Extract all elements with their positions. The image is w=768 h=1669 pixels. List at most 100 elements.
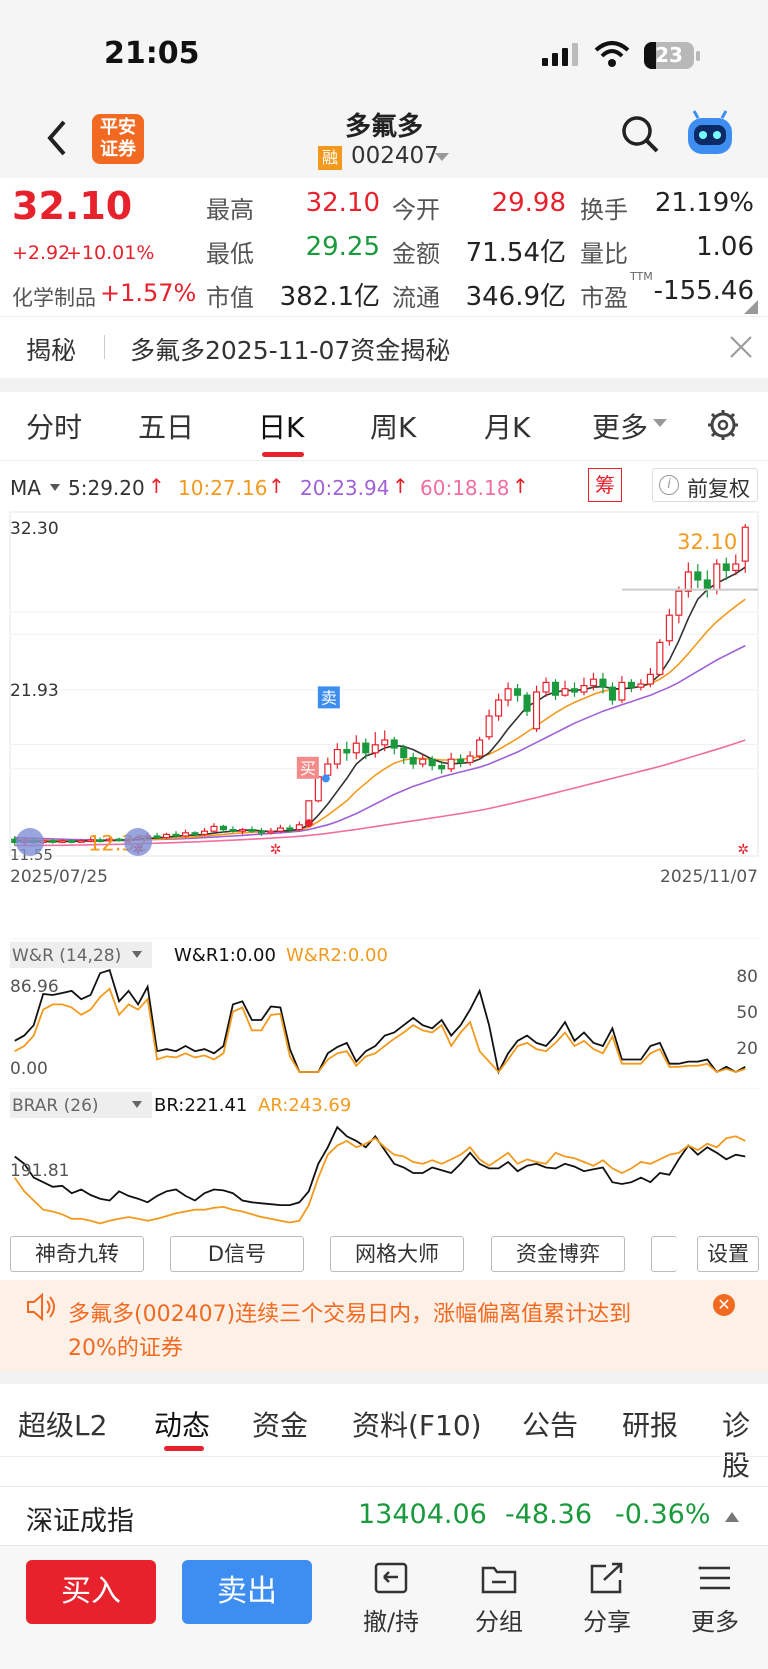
- candle-body: [703, 579, 711, 591]
- tab-f10[interactable]: 资料(F10): [352, 1409, 482, 1442]
- candle-body: [589, 678, 598, 687]
- buy-button[interactable]: 买入: [26, 1560, 156, 1624]
- tab-diagnosis[interactable]: 诊股: [722, 1409, 751, 1482]
- index-change-pct: -0.36%: [615, 1499, 711, 1530]
- x-tick-label: 2025/07/25: [10, 867, 108, 887]
- candle-body: [476, 739, 484, 757]
- price-change: +2.92: [12, 242, 71, 264]
- index-ticker-bar[interactable]: 深证成指 13404.06 -48.36 -0.36%: [0, 1486, 768, 1546]
- toolbar-cancel-hold[interactable]: 撤/持: [356, 1560, 426, 1637]
- last-price: 32.10: [12, 184, 133, 228]
- indicator-button-partial[interactable]: [651, 1236, 677, 1272]
- back-arrow-icon[interactable]: [44, 118, 70, 158]
- ma20-up-arrow-icon: ↑: [392, 474, 409, 498]
- float-label: 流通: [392, 284, 440, 312]
- buy-marker: [296, 756, 319, 779]
- expand-up-icon[interactable]: [724, 1511, 740, 1523]
- alert-close-icon[interactable]: ✕: [713, 1294, 735, 1316]
- indicator-settings-button[interactable]: 设置: [697, 1236, 759, 1272]
- candle-body: [523, 694, 531, 712]
- tab-daily-k[interactable]: 日K: [258, 411, 305, 444]
- toolbar-cancel-hold-label: 撤/持: [362, 1608, 420, 1636]
- candle-body: [219, 825, 228, 831]
- adjust-button[interactable]: i 前复权: [652, 468, 758, 502]
- y-tick-right: 80: [736, 967, 758, 987]
- stock-code[interactable]: 002407: [351, 143, 439, 169]
- wr-indicator-chart[interactable]: W&R (14,28) W&R1:0.00 W&R2:0.00 86.96 0.00 80…: [0, 938, 768, 1078]
- dropdown-caret-icon[interactable]: [434, 152, 450, 162]
- candle-body: [68, 840, 76, 843]
- tab-more[interactable]: 更多: [592, 411, 649, 444]
- ma5-up-arrow-icon: ↑: [148, 474, 165, 498]
- candle-body: [87, 839, 95, 843]
- mktcap-label: 市值: [206, 284, 254, 312]
- signal-dot: [321, 774, 330, 783]
- candle-body: [732, 563, 740, 572]
- candle-body: [191, 832, 199, 835]
- ma-legend: MA 5:29.20 ↑ 10:27.16 ↑ 20:23.94 ↑ 60:18…: [0, 466, 768, 510]
- more-caret-icon[interactable]: [652, 418, 668, 428]
- candle-body: [295, 824, 303, 831]
- capital-game-button[interactable]: 资金博弈: [491, 1236, 625, 1272]
- candle-body: [675, 590, 683, 616]
- sector-change[interactable]: +1.57%: [100, 279, 197, 307]
- toolbar-more[interactable]: 更多: [680, 1560, 750, 1637]
- candle-body: [618, 681, 626, 701]
- toolbar-group[interactable]: 分组: [464, 1560, 534, 1637]
- gear-icon[interactable]: [706, 408, 740, 442]
- last-price-label: 32.10: [677, 530, 737, 554]
- ma10-up-arrow-icon: ↑: [268, 474, 285, 498]
- candle-body: [485, 715, 493, 738]
- news-tab-indicator: [164, 1446, 204, 1451]
- quote-panel: 32.10 +2.92 +10.01% 化学制品 +1.57% 最高 32.10…: [0, 178, 768, 316]
- d-signal-button[interactable]: D信号: [170, 1236, 304, 1272]
- ma5-line: [14, 566, 746, 843]
- nine-turn-button[interactable]: 神奇九转: [10, 1236, 144, 1272]
- indicator-value-br: BR:221.41: [154, 1095, 247, 1116]
- tab-weekly-k[interactable]: 周K: [370, 411, 417, 444]
- series-line-wr2: [14, 987, 746, 1074]
- indicator-name: W&R (14,28): [12, 946, 121, 966]
- grid-master-button[interactable]: 网格大师: [330, 1236, 464, 1272]
- candle-body: [495, 699, 503, 717]
- expand-corner-icon[interactable]: [744, 300, 758, 314]
- search-icon[interactable]: [620, 114, 660, 154]
- tab-announcements[interactable]: 公告: [522, 1409, 579, 1442]
- high-value: 32.10: [305, 188, 380, 218]
- candle-body: [457, 758, 465, 763]
- ma-name[interactable]: MA: [10, 476, 41, 500]
- tab-news[interactable]: 动态: [154, 1409, 211, 1442]
- robot-assistant-icon[interactable]: [684, 110, 736, 158]
- signal-icon: [542, 43, 578, 66]
- indicator-name: BRAR (26): [12, 1096, 99, 1116]
- sell-button[interactable]: 卖出: [182, 1560, 312, 1624]
- ma20-value: 20:23.94: [300, 476, 390, 500]
- capital-reveal-banner[interactable]: 揭秘 多氟多2025-11-07资金揭秘: [0, 316, 768, 378]
- risk-alert-banner[interactable]: 多氟多(002407)连续三个交易日内，涨幅偏离值累计达到 20%的证券 ✕: [0, 1280, 768, 1372]
- section-gap-2: [0, 1372, 768, 1384]
- tab-five-day[interactable]: 五日: [138, 411, 195, 444]
- banner-text: 多氟多2025-11-07资金揭秘: [130, 336, 451, 365]
- tab-intraday[interactable]: 分时: [26, 411, 83, 444]
- folder-icon: [481, 1566, 517, 1594]
- close-icon[interactable]: [729, 335, 753, 359]
- volratio-label: 量比: [580, 240, 628, 268]
- pe-label: 市盈: [580, 284, 628, 312]
- tab-super-l2[interactable]: 超级L2: [18, 1409, 108, 1442]
- event-marker-icon: ✲: [270, 842, 282, 858]
- toolbar-share[interactable]: 分享: [572, 1560, 642, 1637]
- brar-indicator-chart[interactable]: BRAR (26) BR:221.41 AR:243.69 191.81: [0, 1088, 768, 1230]
- tab-capital[interactable]: 资金: [252, 1409, 309, 1442]
- candle-body: [352, 742, 360, 754]
- toolbar-share-label: 分享: [583, 1608, 631, 1636]
- ma-caret-icon[interactable]: [50, 484, 60, 492]
- tab-research[interactable]: 研报: [622, 1409, 679, 1442]
- sector-name[interactable]: 化学制品: [12, 286, 96, 310]
- chip-distribution-button[interactable]: 筹: [588, 468, 622, 502]
- candle-body: [324, 763, 332, 776]
- candle-body: [371, 744, 379, 754]
- stock-name[interactable]: 多氟多: [344, 112, 423, 142]
- tab-monthly-k[interactable]: 月K: [484, 411, 531, 444]
- tabs-divider-2: [0, 1456, 768, 1457]
